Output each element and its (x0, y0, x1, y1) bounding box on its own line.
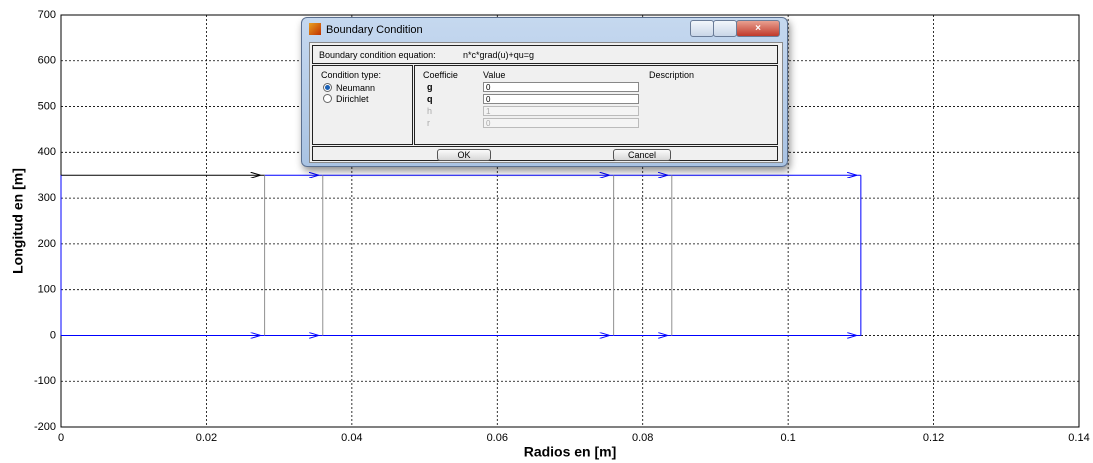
value-field[interactable]: 0 (483, 94, 639, 104)
y-tick-label: 500 (38, 100, 56, 112)
dialog-body: Boundary condition equation: n*c*grad(u)… (309, 42, 783, 163)
condition-type-label: Condition type: (321, 70, 381, 80)
column-header: Coefficie (423, 70, 458, 80)
x-tick-label: 0.1 (780, 432, 795, 444)
x-tick-label: 0.02 (196, 432, 217, 444)
coefficient-name: q (427, 94, 433, 104)
y-tick-label: 200 (38, 238, 56, 250)
minimize-button[interactable] (690, 20, 714, 37)
coefficient-panel: Coefficie Value Description g 0 q 0 h 1 r 0 (414, 65, 778, 145)
equation: n*c*grad(u)+qu=g (463, 50, 534, 60)
x-tick-label: 0 (58, 432, 64, 444)
x-axis-label: Radios en [m] (524, 444, 617, 460)
y-tick-label: 0 (50, 329, 56, 341)
y-axis-label: Longitud en [m] (10, 168, 26, 274)
x-tick-label: 0.06 (487, 432, 508, 444)
app-icon (309, 23, 321, 35)
value-field: 0 (483, 118, 639, 128)
y-tick-label: -200 (34, 421, 56, 433)
maximize-button[interactable] (713, 20, 737, 37)
dialog-title: Boundary Condition (326, 24, 423, 36)
y-tick-label: 100 (38, 284, 56, 296)
value-field[interactable]: 0 (483, 82, 639, 92)
x-tick-label: 0.04 (341, 432, 362, 444)
ok-button[interactable]: OK (437, 149, 491, 161)
y-tick-label: 400 (38, 146, 56, 158)
x-tick-label: 0.14 (1068, 432, 1089, 444)
column-header: Value (483, 70, 505, 80)
y-tick-label: 700 (38, 9, 56, 21)
button-panel: OK Cancel (312, 146, 778, 161)
coefficient-name: g (427, 82, 433, 92)
radio-button[interactable] (323, 83, 332, 92)
cancel-button[interactable]: Cancel (613, 149, 671, 161)
x-tick-label: 0.12 (923, 432, 944, 444)
page: {"plot": {"xlabel": "Radios en [m]", "yl… (0, 0, 1093, 463)
radio-button[interactable] (323, 94, 332, 103)
equation-panel: Boundary condition equation: n*c*grad(u)… (312, 45, 778, 64)
screen: Radios en [m] Longitud en [m] 0 0.02 0.04 0… (0, 0, 1093, 463)
close-button[interactable]: × (736, 20, 780, 37)
dialog: Boundary Condition × Boundary condition … (301, 17, 788, 167)
coefficient-name: h (427, 106, 432, 116)
radio-label[interactable]: Dirichlet (336, 94, 369, 104)
radio-label[interactable]: Neumann (336, 83, 375, 93)
value-field: 1 (483, 106, 639, 116)
x-tick-label: 0.08 (632, 432, 653, 444)
coefficient-name: r (427, 118, 430, 128)
y-tick-label: 300 (38, 192, 56, 204)
y-tick-label: -100 (34, 375, 56, 387)
equation-label: Boundary condition equation: (319, 50, 436, 60)
y-tick-label: 600 (38, 55, 56, 67)
column-header: Description (649, 70, 694, 80)
